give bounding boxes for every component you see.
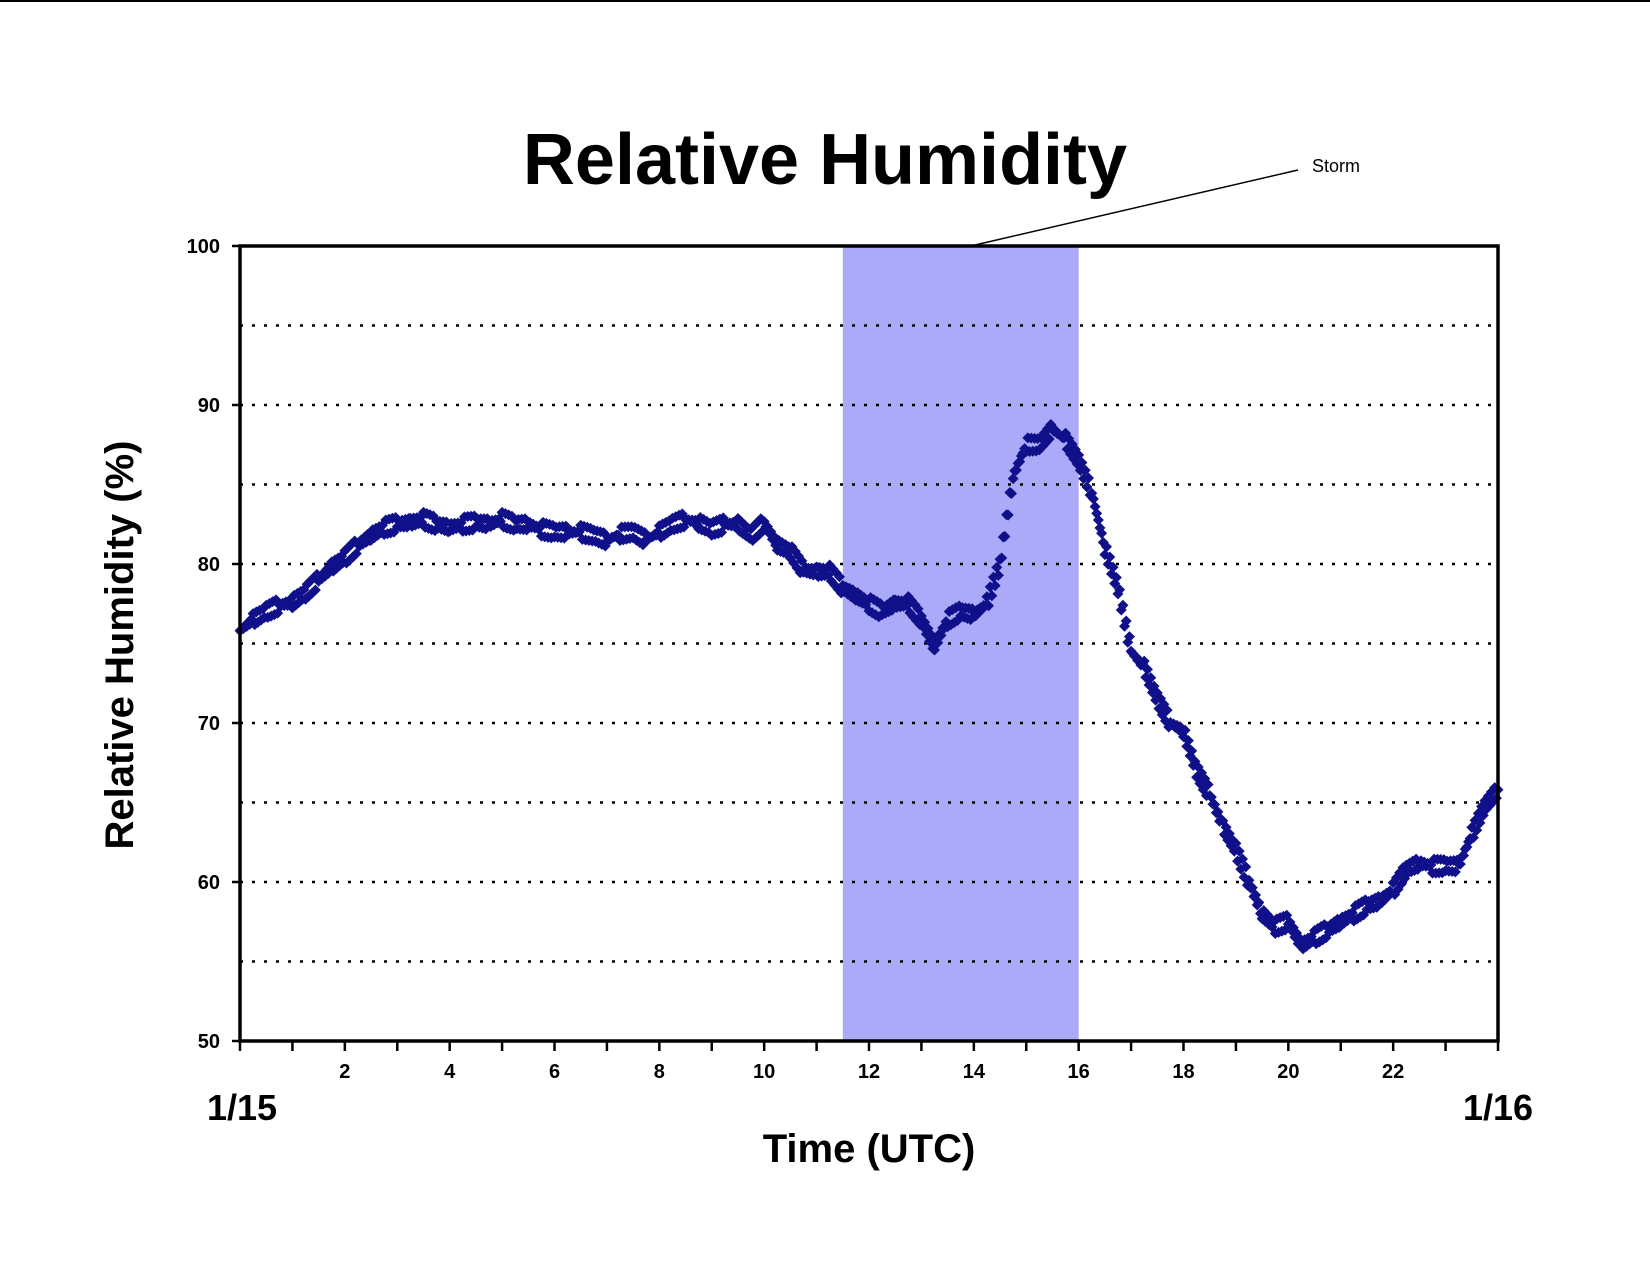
x-tick-label: 22	[1382, 1061, 1404, 1083]
data-point	[1145, 672, 1157, 684]
y-tick-label: 100	[187, 236, 220, 258]
data-point	[1002, 509, 1014, 521]
data-point	[1007, 473, 1019, 485]
data-point	[1092, 514, 1104, 526]
x-start-date-label: 1/15	[207, 1087, 277, 1128]
data-point	[1120, 615, 1132, 627]
chart-title: Relative Humidity	[523, 120, 1127, 200]
x-tick-label: 20	[1277, 1061, 1299, 1083]
data-point	[1253, 896, 1265, 908]
data-point	[1161, 704, 1173, 716]
x-tick-label: 18	[1172, 1061, 1194, 1083]
data-point	[996, 552, 1008, 564]
data-point	[309, 584, 321, 596]
data-point	[1082, 472, 1094, 484]
data-point	[1202, 778, 1214, 790]
data-point	[1449, 866, 1461, 878]
data-point	[1087, 493, 1099, 505]
x-tick-label: 16	[1068, 1061, 1090, 1083]
data-point	[1104, 551, 1116, 563]
data-point	[999, 531, 1011, 543]
data-point	[1043, 433, 1055, 445]
x-axis-title: Time (UTC)	[763, 1127, 976, 1171]
data-point	[1159, 715, 1171, 727]
data-point	[983, 600, 995, 612]
data-point	[1123, 631, 1135, 643]
data-point	[986, 590, 998, 602]
data-point	[1141, 663, 1153, 675]
data-point	[1186, 745, 1198, 757]
data-point	[1096, 527, 1108, 539]
data-point	[245, 613, 257, 625]
x-tick-label: 14	[963, 1061, 986, 1083]
data-point	[1240, 861, 1252, 873]
data-point	[1101, 541, 1113, 553]
y-axis-title: Relative Humidity (%)	[98, 441, 142, 850]
data-point	[1454, 858, 1466, 870]
data-point	[1182, 735, 1194, 747]
y-tick-label: 90	[198, 395, 220, 417]
data-point	[834, 571, 846, 583]
data-point	[1081, 481, 1093, 493]
x-end-date-label: 1/16	[1463, 1087, 1533, 1128]
data-point	[992, 569, 1004, 581]
y-tick-label: 50	[198, 1031, 220, 1053]
x-tick-label: 10	[753, 1061, 775, 1083]
x-tick-label: 12	[858, 1061, 880, 1083]
storm-annotation-leader-line	[970, 169, 1299, 247]
x-tick-label: 8	[654, 1061, 665, 1083]
data-point	[991, 561, 1003, 573]
data-point	[1138, 655, 1150, 667]
y-tick-label: 60	[198, 872, 220, 894]
data-point	[1230, 837, 1242, 849]
storm-annotation-label: Storm	[1312, 156, 1360, 176]
y-tick-label: 80	[198, 554, 220, 576]
data-point	[1107, 561, 1119, 573]
data-point	[1117, 599, 1129, 611]
data-point	[1179, 724, 1191, 736]
x-tick-label: 6	[549, 1061, 560, 1083]
data-point	[1114, 584, 1126, 596]
data-point	[989, 580, 1001, 592]
data-point	[1233, 845, 1245, 857]
x-tick-label: 4	[444, 1061, 456, 1083]
x-tick-label: 2	[339, 1061, 350, 1083]
data-point	[1006, 488, 1018, 500]
data-point	[1110, 572, 1122, 584]
data-point	[1236, 853, 1248, 865]
y-tick-label: 70	[198, 713, 220, 735]
